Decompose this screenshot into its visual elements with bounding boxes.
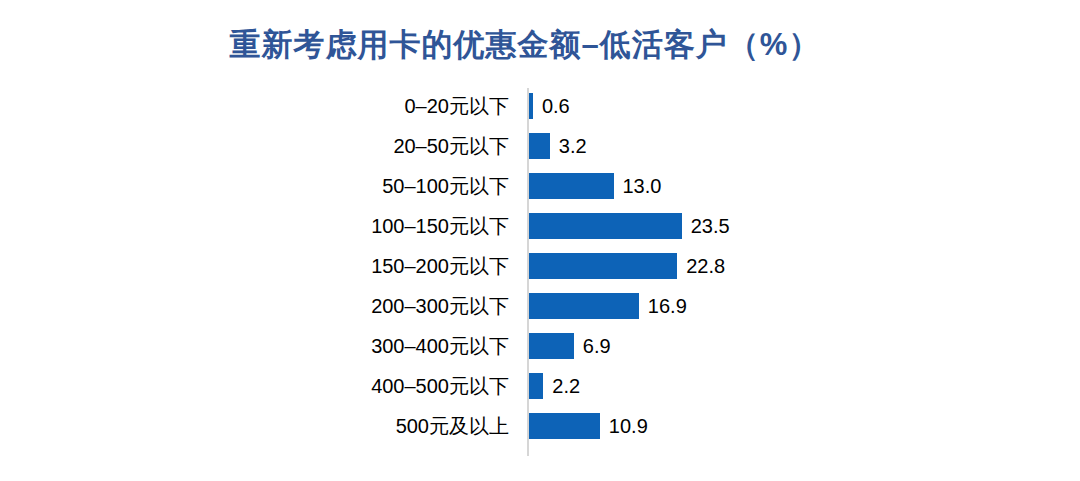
bar	[529, 173, 614, 199]
value-label: 6.9	[583, 335, 611, 358]
value-label: 2.2	[552, 375, 580, 398]
bar-track: 10.9	[529, 413, 1059, 439]
value-label: 13.0	[623, 175, 662, 198]
category-label: 20–50元以下	[359, 133, 529, 160]
chart-row: 500元及以上 10.9	[359, 406, 1059, 446]
bar-track: 16.9	[529, 293, 1059, 319]
chart-row: 200–300元以下 16.9	[359, 286, 1059, 326]
bar	[529, 293, 639, 319]
bar-track: 6.9	[529, 333, 1059, 359]
chart-title: 重新考虑用卡的优惠金额–低活客户（%）	[0, 26, 1050, 63]
value-label: 16.9	[648, 295, 687, 318]
plot-area: 0–20元以下 0.6 20–50元以下 3.2 50–100元以下 13.0 100–15…	[359, 86, 1059, 446]
bar	[529, 133, 550, 159]
chart-row: 20–50元以下 3.2	[359, 126, 1059, 166]
category-label: 50–100元以下	[359, 173, 529, 200]
bar	[529, 253, 677, 279]
chart-row: 400–500元以下 2.2	[359, 366, 1059, 406]
bar-track: 13.0	[529, 173, 1059, 199]
value-label: 10.9	[609, 415, 648, 438]
chart-row: 50–100元以下 13.0	[359, 166, 1059, 206]
bar-track: 23.5	[529, 213, 1059, 239]
chart-row: 0–20元以下 0.6	[359, 86, 1059, 126]
bar-track: 0.6	[529, 93, 1059, 119]
category-label: 150–200元以下	[359, 253, 529, 280]
chart-canvas: 重新考虑用卡的优惠金额–低活客户（%） 0–20元以下 0.6 20–50元以下 3.…	[0, 0, 1080, 481]
category-label: 400–500元以下	[359, 373, 529, 400]
category-label: 500元及以上	[359, 413, 529, 440]
category-label: 0–20元以下	[359, 93, 529, 120]
bar	[529, 93, 533, 119]
category-label: 300–400元以下	[359, 333, 529, 360]
value-label: 3.2	[559, 135, 587, 158]
value-label: 23.5	[691, 215, 730, 238]
value-label: 0.6	[542, 95, 570, 118]
category-label: 200–300元以下	[359, 293, 529, 320]
category-label: 100–150元以下	[359, 213, 529, 240]
bar-track: 22.8	[529, 253, 1059, 279]
bar	[529, 373, 543, 399]
bar	[529, 413, 600, 439]
bar-track: 3.2	[529, 133, 1059, 159]
value-label: 22.8	[686, 255, 725, 278]
chart-row: 100–150元以下 23.5	[359, 206, 1059, 246]
chart-row: 150–200元以下 22.8	[359, 246, 1059, 286]
bar-track: 2.2	[529, 373, 1059, 399]
bar	[529, 333, 574, 359]
bar	[529, 213, 682, 239]
chart-row: 300–400元以下 6.9	[359, 326, 1059, 366]
